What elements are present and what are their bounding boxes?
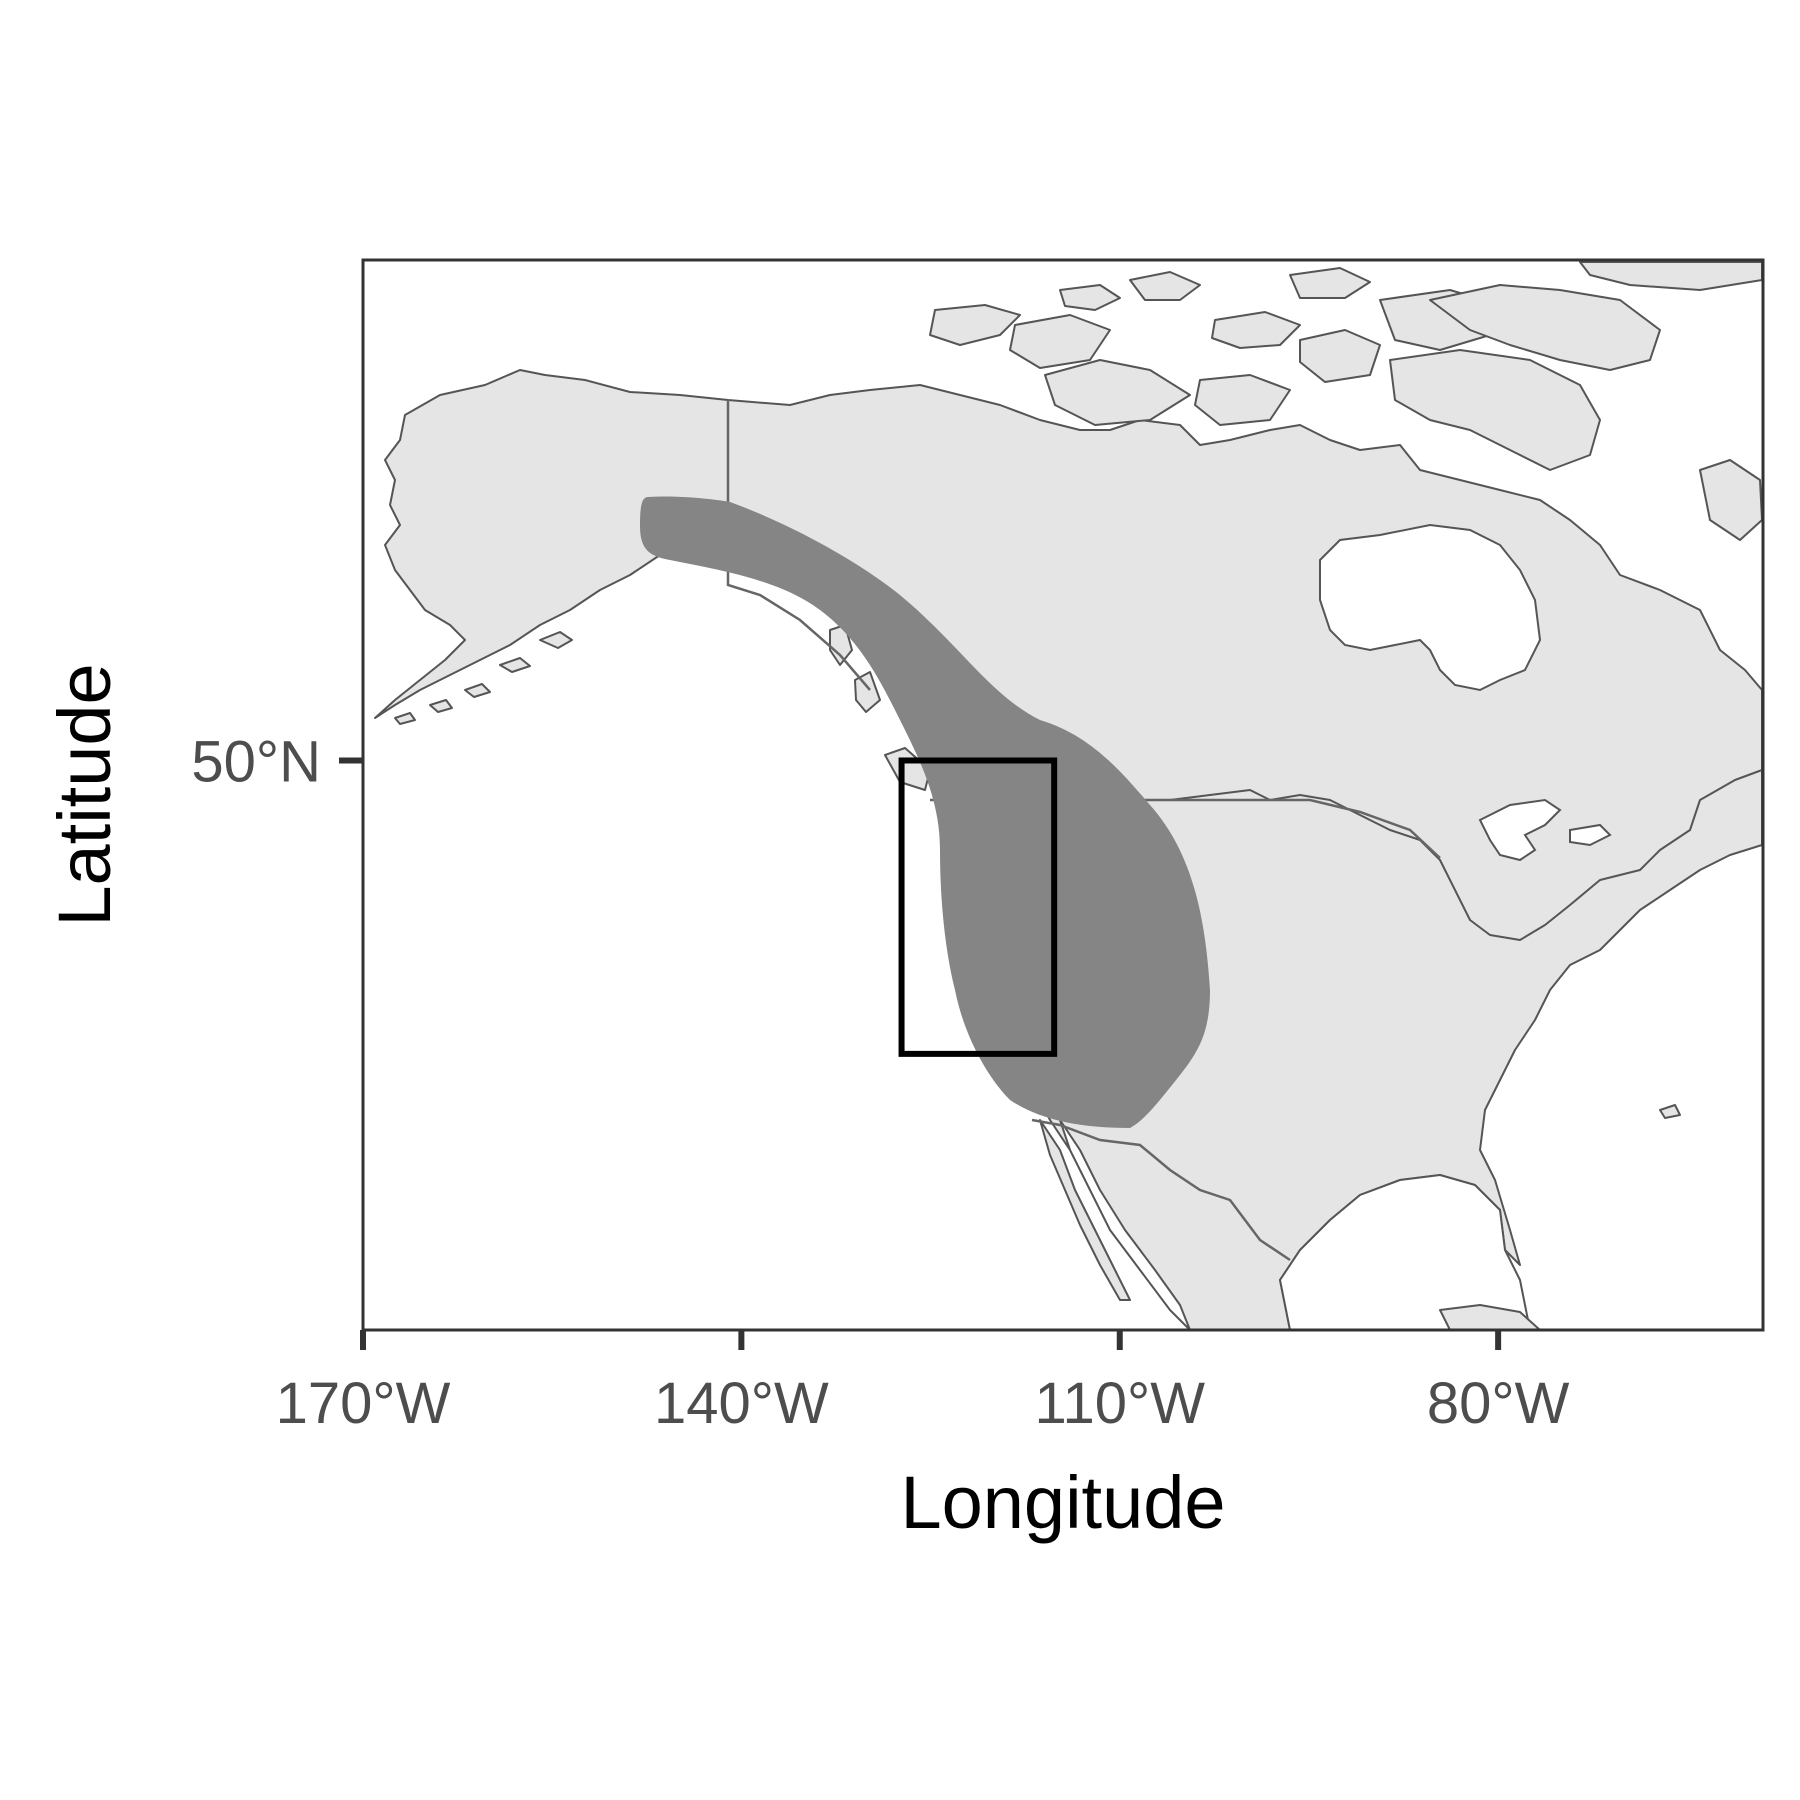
x-axis: 170°W 140°W 110°W 80°W [276, 1330, 1570, 1436]
coastal-islands [394, 624, 1681, 1330]
y-tick-label: 50°N [191, 729, 321, 794]
study-area-box [898, 757, 1058, 1057]
x-tick-label: 110°W [1035, 1371, 1206, 1436]
species-range-shading [640, 496, 1210, 1128]
y-axis-title: Latitude [43, 663, 126, 926]
us-canada-border [930, 798, 1441, 859]
x-tick-label: 170°W [276, 1371, 451, 1436]
great-lakes [1478, 798, 1612, 862]
y-axis: 50°N [191, 729, 363, 794]
x-tick-label: 80°W [1427, 1371, 1570, 1436]
arctic-archipelago [929, 261, 1763, 541]
gulf-of-mexico [1278, 1173, 1532, 1330]
map-frame [361, 258, 1765, 1332]
baja-california [1039, 1119, 1131, 1301]
x-tick-label: 140°W [654, 1371, 829, 1436]
us-mexico-border [1031, 1118, 1291, 1262]
hudson-bay [1319, 523, 1542, 692]
x-axis-title: Longitude [900, 1461, 1225, 1544]
map-panel [363, 260, 1763, 1330]
